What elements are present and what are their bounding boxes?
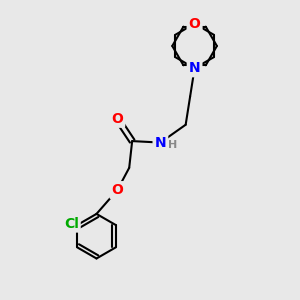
Text: H: H [168,140,178,150]
Text: Cl: Cl [64,217,79,231]
Text: N: N [154,136,166,150]
Text: O: O [111,112,123,126]
Text: N: N [189,61,200,75]
Text: O: O [111,183,123,197]
Text: O: O [189,17,200,31]
